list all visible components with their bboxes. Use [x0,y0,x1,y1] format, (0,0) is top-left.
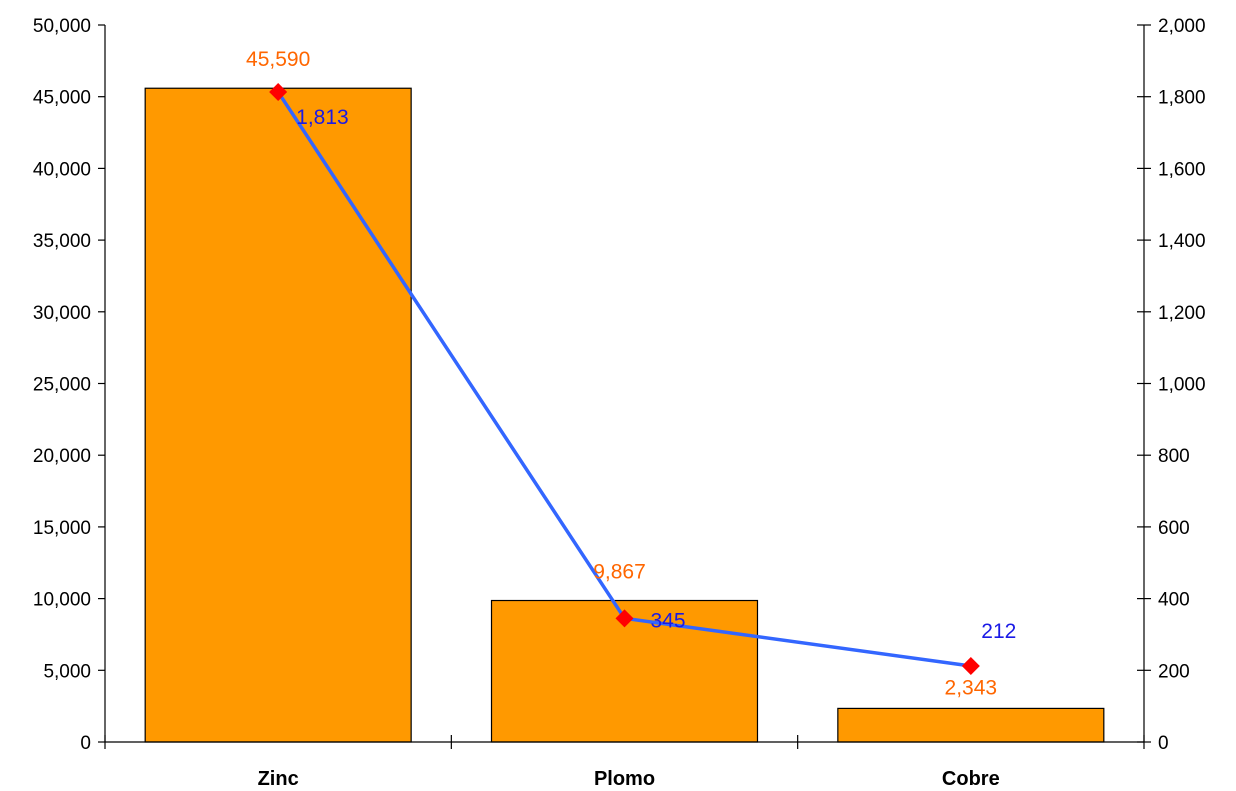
right-y-tick-label: 1,800 [1158,88,1206,109]
x-category-label: Cobre [942,768,1000,790]
x-category-label: Zinc [258,768,299,790]
left-y-tick-label: 10,000 [33,590,91,611]
left-y-tick-label: 30,000 [33,303,91,324]
bar-cobre [837,707,1105,743]
x-category-label: Plomo [594,768,655,790]
bar-value-label: 45,590 [246,48,310,71]
left-y-tick-label: 0 [80,733,91,754]
line-value-label: 212 [981,620,1016,643]
right-y-tick-label: 0 [1158,733,1169,754]
right-y-tick-label: 400 [1158,590,1190,611]
right-y-tick-label: 200 [1158,661,1190,682]
left-y-tick-label: 5,000 [43,661,91,682]
right-y-tick-label: 2,000 [1158,16,1206,37]
line-marker-zinc [269,83,288,102]
right-y-tick-label: 800 [1158,446,1190,467]
right-y-tick-label: 1,000 [1158,375,1206,396]
bar-zinc [144,87,412,743]
line-marker-cobre [961,656,980,675]
left-y-tick-label: 40,000 [33,159,91,180]
left-y-tick-label: 25,000 [33,375,91,396]
line-value-label: 345 [651,609,686,632]
left-y-tick-label: 35,000 [33,231,91,252]
right-y-tick-label: 1,400 [1158,231,1206,252]
left-y-tick-label: 15,000 [33,518,91,539]
right-y-tick-label: 600 [1158,518,1190,539]
right-y-tick-label: 1,200 [1158,303,1206,324]
line-value-label: 1,813 [296,106,349,129]
left-y-tick-label: 45,000 [33,88,91,109]
left-y-tick-label: 20,000 [33,446,91,467]
right-y-tick-label: 1,600 [1158,159,1206,180]
bar-value-label: 9,867 [593,561,646,584]
bar-value-label: 2,343 [945,676,998,699]
line-marker-plomo [615,609,634,628]
left-y-tick-label: 50,000 [33,16,91,37]
